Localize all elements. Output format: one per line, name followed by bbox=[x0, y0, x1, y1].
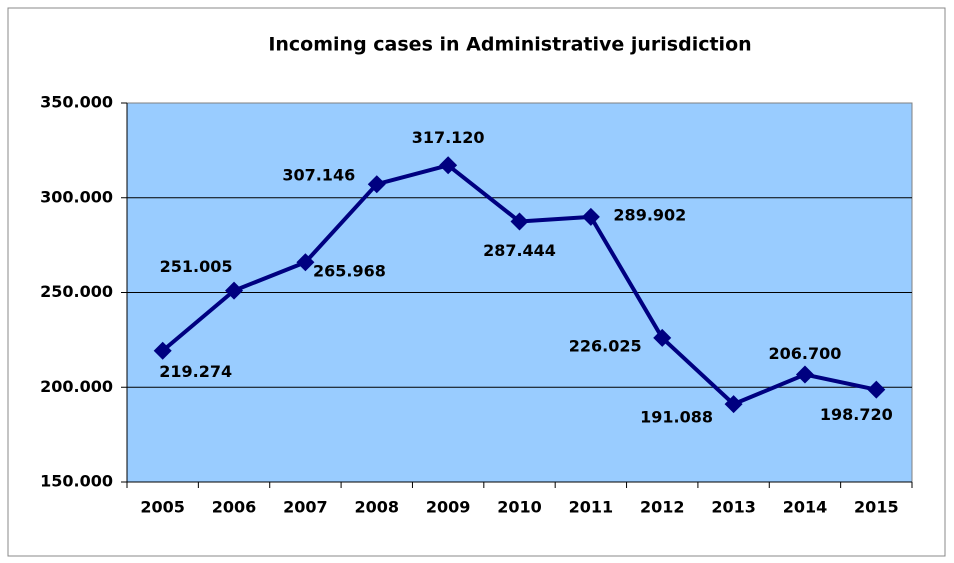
chart-title: Incoming cases in Administrative jurisdi… bbox=[268, 34, 751, 56]
marker bbox=[296, 253, 315, 272]
marker bbox=[439, 156, 458, 175]
marker bbox=[367, 175, 386, 194]
data-label: 289.902 bbox=[613, 205, 686, 224]
marker bbox=[724, 395, 743, 414]
x-tick-label: 2005 bbox=[140, 498, 185, 517]
data-label: 307.146 bbox=[282, 166, 355, 185]
marker bbox=[795, 365, 814, 384]
x-tick-label: 2006 bbox=[212, 498, 257, 517]
data-label: 226.025 bbox=[569, 336, 642, 355]
marker bbox=[581, 207, 600, 226]
y-tick-label: 350.000 bbox=[40, 93, 113, 112]
x-tick-label: 2014 bbox=[783, 498, 828, 517]
marker bbox=[510, 212, 529, 231]
marker bbox=[225, 281, 244, 300]
data-label: 265.968 bbox=[313, 262, 386, 281]
x-tick-label: 2007 bbox=[283, 498, 328, 517]
y-tick-label: 300.000 bbox=[40, 187, 113, 206]
data-label: 191.088 bbox=[640, 408, 713, 427]
x-tick-label: 2013 bbox=[711, 498, 756, 517]
x-tick-label: 2011 bbox=[569, 498, 614, 517]
x-tick-label: 2010 bbox=[497, 498, 542, 517]
x-tick-label: 2008 bbox=[355, 498, 400, 517]
x-tick-label: 2009 bbox=[426, 498, 471, 517]
y-tick-label: 200.000 bbox=[40, 377, 113, 396]
data-label: 198.720 bbox=[820, 405, 893, 424]
y-tick-label: 250.000 bbox=[40, 282, 113, 301]
y-tick-label: 150.000 bbox=[40, 472, 113, 491]
marker bbox=[867, 380, 886, 399]
data-label: 251.005 bbox=[160, 257, 233, 276]
data-label: 206.700 bbox=[769, 344, 842, 363]
data-label: 317.120 bbox=[412, 128, 485, 147]
data-label: 219.274 bbox=[159, 362, 232, 381]
x-tick-label: 2015 bbox=[854, 498, 899, 517]
marker bbox=[153, 341, 172, 360]
data-label: 287.444 bbox=[483, 241, 556, 260]
x-tick-label: 2012 bbox=[640, 498, 685, 517]
marker bbox=[653, 328, 672, 347]
